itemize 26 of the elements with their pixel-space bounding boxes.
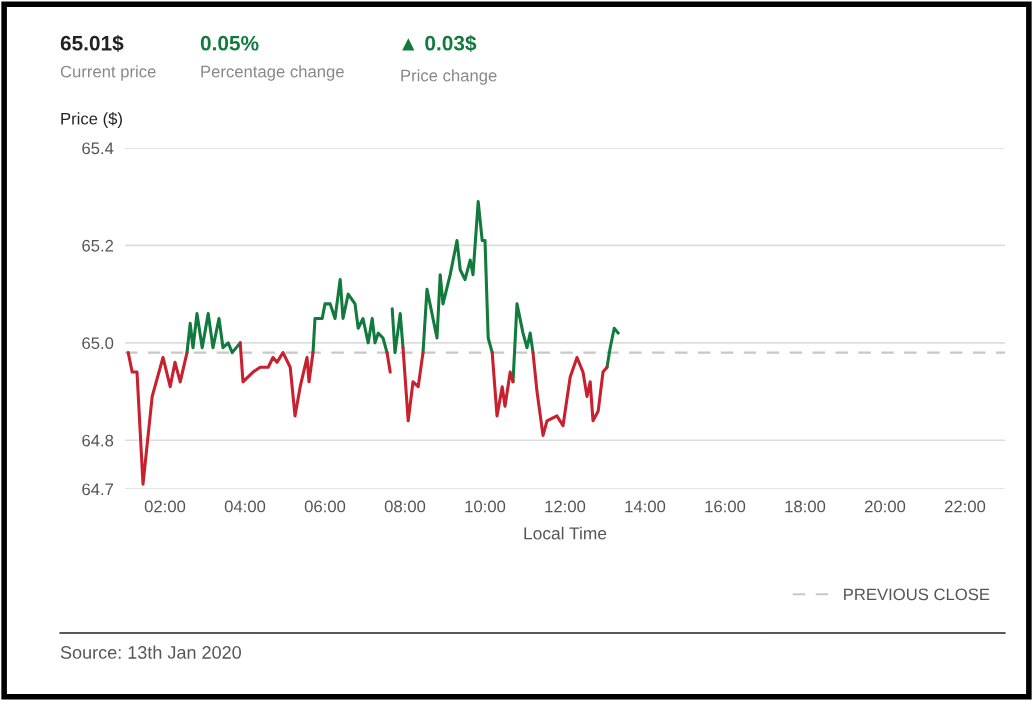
x-tick-label: 10:00: [465, 500, 506, 513]
y-tick-label: 64.7: [82, 483, 114, 496]
legend-label: PREVIOUS CLOSE: [844, 588, 990, 601]
text: Price change: [401, 69, 497, 85]
y-axis-title: Price ($): [61, 112, 122, 128]
y-tick-label: 65.0: [82, 337, 114, 350]
x-tick-label: 06:00: [304, 500, 346, 513]
text: ▲ 0.03$: [402, 34, 477, 52]
x-tick-label: 02:00: [144, 500, 186, 513]
x-tick-label: 04:00: [224, 500, 266, 513]
x-tick-label: 18:00: [785, 500, 826, 513]
y-tick-label: 65.2: [82, 239, 114, 252]
x-tick-label: 22:00: [944, 500, 986, 513]
source-note: Source: 13th Jan 2020: [60, 645, 241, 659]
y-tick-label: 65.4: [82, 142, 114, 155]
x-tick-label: 12:00: [545, 500, 586, 513]
text: 65.01$: [60, 34, 124, 52]
x-tick-label: 14:00: [625, 500, 666, 513]
x-tick-label: 16:00: [705, 500, 746, 513]
text: 0.05%: [200, 35, 259, 51]
x-tick-label: 08:00: [384, 500, 426, 513]
y-tick-label: 64.8: [82, 434, 114, 447]
x-tick-label: 20:00: [864, 500, 906, 513]
text: Percentage change: [201, 65, 344, 81]
x-axis-title: Local Time: [524, 526, 607, 540]
text: Current price: [60, 65, 156, 81]
